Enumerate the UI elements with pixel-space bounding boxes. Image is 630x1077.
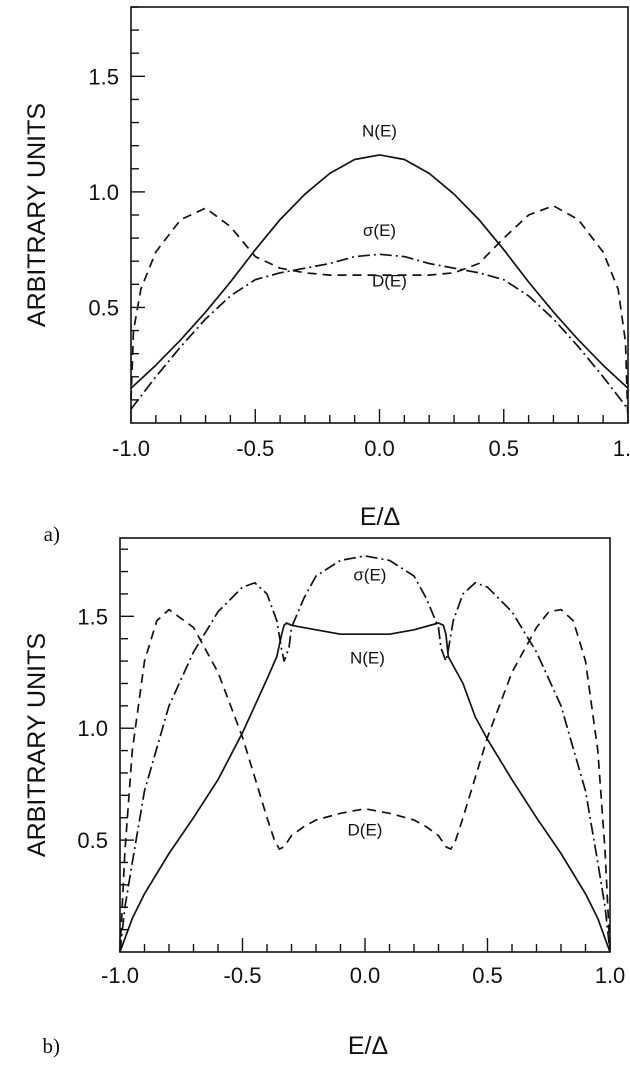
y-tick-label: 1.5 (77, 604, 108, 629)
y-tick-label: 1.5 (88, 64, 119, 89)
plot-frame (130, 6, 629, 424)
x-tick-label: -1.0 (101, 963, 139, 988)
x-tick-label: 0.0 (364, 436, 395, 461)
y-tick-label: 0.5 (88, 295, 119, 320)
series-de-line (119, 608, 611, 953)
x-tick-label: -1.0 (112, 436, 150, 461)
series-ne-line (130, 154, 629, 389)
curve-label: σ(E) (353, 566, 386, 585)
x-tick-label: 1.0 (595, 963, 626, 988)
y-tick-label: 0.5 (77, 828, 108, 853)
curve-label: D(E) (372, 272, 407, 291)
series-sigmae-line (119, 555, 611, 953)
y-axis-label: ARBITRARY UNITS (23, 103, 51, 327)
x-tick-label: 0.5 (472, 963, 503, 988)
x-tick-label: -0.5 (224, 963, 262, 988)
x-tick-label: 0.5 (488, 436, 519, 461)
curve-label: D(E) (348, 821, 383, 840)
curve-label: σ(E) (363, 221, 396, 240)
chart-panel-b: -1.0 -0.5 0.0 0.5 1.0 0.5 1.0 1.5 N(E) σ(E) D(E) E/… (23, 537, 626, 1060)
x-tick-label: 1.0 (613, 436, 630, 461)
series-ne-line (119, 622, 611, 953)
chart-panel-a: -1.0 -0.5 0.0 0.5 1.0 0.5 1.0 1.5 N(E) σ(E) D(E) E/… (23, 6, 630, 546)
plot-frame (119, 537, 611, 953)
x-axis-label: E/Δ (348, 1032, 388, 1060)
y-tick-label: 1.0 (88, 180, 119, 205)
x-axis-label: E/Δ (360, 503, 400, 531)
curve-label: N(E) (362, 121, 397, 140)
panel-label: a) (44, 522, 60, 546)
y-tick-label: 1.0 (77, 716, 108, 741)
curve-label: N(E) (350, 648, 385, 667)
x-tick-label: -0.5 (236, 436, 274, 461)
x-tick-label: 0.0 (350, 963, 381, 988)
y-axis-label: ARBITRARY UNITS (23, 633, 51, 857)
panel-label: b) (43, 1034, 61, 1058)
series-sigmae-line (130, 253, 629, 410)
